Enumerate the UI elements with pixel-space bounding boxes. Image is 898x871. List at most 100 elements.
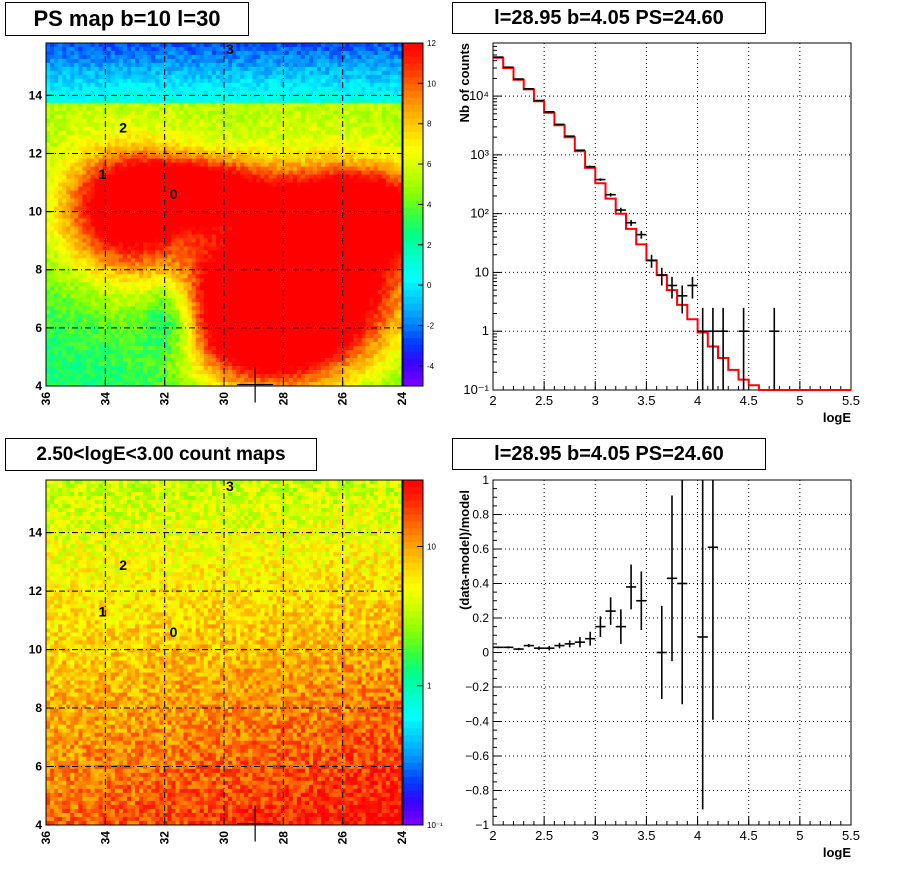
- count_map-colorbar-cell: [403, 624, 423, 633]
- count_map-colorbar-cell: [403, 790, 423, 798]
- residual-xtick-label: 2.5: [535, 828, 553, 843]
- count_map-colorbar-cell: [403, 514, 423, 522]
- spectrum-title: l=28.95 b=4.05 PS=24.60: [452, 2, 766, 34]
- ps_map-xtick-label: 28: [276, 392, 290, 406]
- count_map-colorbar-cell: [403, 611, 423, 619]
- count_map-ytick-label: 6: [35, 760, 42, 774]
- ps_map-colorbar-cell: [403, 283, 423, 291]
- spectrum-data-point: [636, 231, 647, 239]
- count_map-colorbar-cell: [403, 549, 423, 557]
- count_map-colorbar-cell: [403, 776, 423, 785]
- residual-xtick-label: 2: [489, 828, 496, 843]
- residual-data-point: [503, 646, 514, 649]
- residual-xtick-label: 5.5: [842, 828, 860, 843]
- count_map-colorbar-cell: [403, 666, 423, 674]
- ps_map-colorbar-cell: [403, 139, 423, 147]
- count_map-ytick-label: 4: [35, 818, 42, 832]
- ps_map-colorbar-cell: [403, 132, 423, 140]
- ps_map-colorbar-cell: [403, 310, 423, 318]
- count_map-ytick-label: 14: [29, 526, 43, 540]
- residual-ytick-label: 0.8: [472, 508, 489, 522]
- count_map-colorbar-cell: [403, 742, 423, 750]
- count_map-xtick-label: 26: [336, 831, 350, 845]
- count_map-ytick-label: 10: [29, 643, 43, 657]
- ps_map-colorbar-cell: [403, 91, 423, 99]
- count_map-ytick-label: 12: [29, 584, 43, 598]
- count_map-colorbar-cell: [403, 728, 423, 736]
- spectrum-model-line: [493, 56, 851, 391]
- spectrum-data-point: [697, 307, 708, 390]
- spectrum-data-point: [769, 307, 780, 390]
- ps_map-colorbar-label: -4: [427, 362, 435, 371]
- residual-data-point: [533, 646, 545, 650]
- ps_map-colorbar-cell: [403, 207, 423, 215]
- ps_map-xtick-label: 24: [395, 392, 409, 406]
- ps_map-ytick-label: 14: [29, 88, 43, 102]
- ps_map-colorbar-cell: [403, 180, 423, 188]
- count_map-colorbar-cell: [403, 528, 423, 536]
- ps_map-colorbar-cell: [403, 173, 423, 181]
- ps_map-colorbar-cell: [403, 276, 423, 284]
- count_map-colorbar-frame: [402, 479, 424, 826]
- ps_map-colorbar-cell: [403, 166, 423, 174]
- ps_map-colorbar-label: 4: [427, 200, 432, 209]
- count_map-colorbar-cell: [403, 811, 423, 819]
- residual-data-point: [625, 564, 637, 610]
- spectrum-data-point: [707, 307, 719, 390]
- ps_map-colorbar-cell: [403, 97, 423, 106]
- ps_map-colorbar-cell: [403, 145, 423, 154]
- residual-data-point: [544, 645, 555, 651]
- spectrum-data-point: [687, 276, 698, 299]
- spectrum-ytick-label: 10²: [470, 206, 489, 221]
- ps_map-colorbar-cell: [403, 125, 423, 133]
- ps_map-colorbar-cell: [403, 193, 423, 202]
- spectrum-ytick-label: 1: [482, 323, 489, 338]
- ps_map-colorbar-cell: [403, 221, 423, 229]
- count_map-colorbar-cell: [403, 576, 423, 584]
- count_map-colorbar-cell: [403, 500, 423, 509]
- spectrum-data-point: [646, 254, 657, 268]
- residual-data-point: [666, 495, 678, 662]
- spectrum-data-point: [533, 99, 545, 102]
- spectrum-data-point: [585, 165, 596, 168]
- count_map-cells: [46, 480, 403, 826]
- residual-data-point: [656, 605, 667, 700]
- residual-ytick-label: 0.6: [472, 542, 489, 556]
- ps_map-colorbar-cell: [403, 152, 423, 161]
- spectrum-xtick-label: 5.5: [842, 393, 860, 408]
- count_map-colorbar-cell: [403, 714, 423, 722]
- spectrum-data-point: [677, 285, 688, 314]
- ps_map-colorbar-cell: [403, 70, 423, 78]
- count_map-colorbar-cell: [403, 562, 423, 571]
- ps_map-colorbar-cell: [403, 262, 423, 270]
- count_map-colorbar-cell: [403, 535, 423, 543]
- residual-ytick-label: −1: [475, 818, 489, 832]
- ps_map-marker-2: 2: [119, 119, 127, 135]
- ps_map-colorbar-cell: [403, 358, 423, 366]
- count_map-ytick-label: 8: [35, 701, 42, 715]
- spectrum-xtick-label: 4: [694, 393, 701, 408]
- ps_map-colorbar-cell: [403, 241, 423, 250]
- residual-ylabel: (data-model)/model: [457, 490, 472, 610]
- ps_map-colorbar-cell: [403, 331, 423, 339]
- spectrum-xlabel: logE: [823, 410, 851, 425]
- ps_map-colorbar-label: 8: [427, 120, 432, 129]
- count_map-colorbar-cell: [403, 480, 423, 488]
- spectrum-data-point: [718, 307, 729, 390]
- count_map-marker-1: 1: [98, 604, 106, 620]
- residual-data-point: [677, 480, 688, 705]
- count_map-colorbar-cell: [403, 721, 423, 729]
- ps_map-xtick-label: 26: [336, 392, 350, 406]
- count_map-colorbar-cell: [403, 804, 423, 812]
- residual-data-point: [513, 647, 524, 651]
- residual-ytick-label: 0.2: [472, 611, 489, 625]
- residual-xlabel: logE: [823, 845, 851, 860]
- count_map-colorbar-cell: [403, 631, 423, 640]
- count_map-colorbar-cell: [403, 521, 423, 529]
- residual-ytick-label: −0.4: [465, 715, 489, 729]
- ps_map-ytick-label: 6: [35, 321, 42, 335]
- spectrum-ylabel: Nb of counts: [457, 43, 472, 122]
- ps_map-ytick-label: 4: [35, 379, 42, 393]
- residual-xtick-label: 4.5: [740, 828, 758, 843]
